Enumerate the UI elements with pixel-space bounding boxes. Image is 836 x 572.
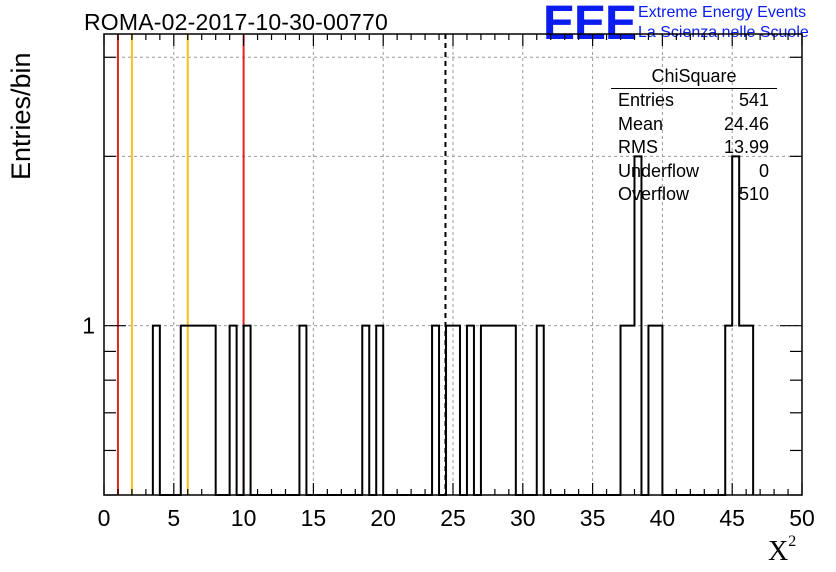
- histogram-bin: [153, 326, 160, 495]
- histogram-bin: [299, 326, 306, 495]
- x-tick-label: 50: [789, 505, 815, 531]
- stats-box: ChiSquare Entries 541 Mean 24.46 RMS 13.…: [611, 65, 777, 207]
- histogram-bin: [746, 326, 753, 495]
- x-tick-label: 40: [650, 505, 676, 531]
- stats-value: 24.46: [723, 113, 769, 134]
- x-tick-label: 5: [167, 505, 180, 531]
- histogram-bin: [467, 326, 474, 495]
- histogram-bin: [537, 326, 544, 495]
- stats-label: Entries: [618, 90, 675, 110]
- histogram-bin: [432, 326, 439, 495]
- histogram-bin: [732, 156, 739, 495]
- stats-title: ChiSquare: [611, 65, 777, 89]
- stats-value: 510: [738, 184, 769, 204]
- x-tick-label: 0: [98, 505, 111, 531]
- histogram-bin: [230, 326, 237, 495]
- histogram-bin: [621, 326, 628, 495]
- histogram-bin: [376, 326, 383, 495]
- histogram-bin: [446, 326, 460, 495]
- x-axis-label: X2: [768, 532, 797, 568]
- chart-title: ROMA-02-2017-10-30-00770: [84, 9, 388, 35]
- y-tick-label: 1: [82, 313, 95, 339]
- x-tick-label: 20: [370, 505, 396, 531]
- histogram-bin: [181, 326, 216, 495]
- x-tick-label: 15: [301, 505, 327, 531]
- x-tick-label: 10: [231, 505, 257, 531]
- x-axis-label-superscript: 2: [788, 532, 797, 550]
- stats-row-overflow: Overflow 510: [611, 183, 777, 207]
- x-tick-label: 30: [510, 505, 536, 531]
- stats-label: RMS: [618, 137, 658, 157]
- logo-line-1: Extreme Energy Events: [638, 4, 807, 21]
- histogram-bin: [244, 326, 251, 495]
- histogram-bin: [739, 326, 746, 495]
- histogram-bin: [634, 156, 641, 495]
- histogram-bin: [628, 326, 635, 495]
- x-tick-label: 25: [440, 505, 466, 531]
- histogram-bin: [362, 326, 369, 495]
- logo-letters: EEE: [543, 0, 637, 50]
- stats-label: Underflow: [618, 160, 700, 181]
- x-tick-label: 45: [719, 505, 745, 531]
- stats-row-rms: RMS 13.99: [611, 136, 777, 160]
- logo-line-2: La Scienza nelle Scuole: [638, 24, 809, 41]
- stats-label: Overflow: [618, 184, 690, 204]
- stats-value: 13.99: [723, 137, 769, 157]
- histogram-bin: [725, 326, 732, 495]
- stats-value: 541: [738, 90, 769, 110]
- stats-row-entries: Entries 541: [611, 89, 777, 113]
- histogram-bin: [648, 326, 662, 495]
- stats-row-mean: Mean 24.46: [611, 113, 777, 137]
- histogram-bin: [481, 326, 516, 495]
- marker-lines: [116, 34, 447, 495]
- x-axis-label-base: X: [768, 536, 789, 567]
- stats-row-underflow: Underflow 0: [611, 160, 777, 184]
- stats-label: Mean: [618, 113, 664, 134]
- stats-value: 0: [758, 160, 769, 181]
- x-tick-label: 35: [580, 505, 606, 531]
- axes: 0 5 10 15 20 25 30 35 40 45 501: [82, 33, 815, 531]
